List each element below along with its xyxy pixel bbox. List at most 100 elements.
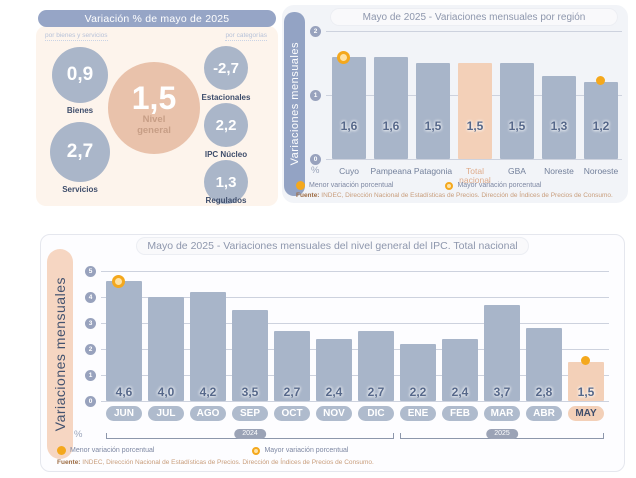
legend-mayor-label: Mayor variación porcentual (457, 182, 542, 189)
gridline (326, 31, 622, 32)
monthly-chart-plot: 5 4 3 2 1 0 4,6 4,0 4,2 3,5 2,7 2,4 2,7 2,2 2,4 3,7 2,8… (74, 266, 609, 443)
bar-value-label: 2,8 (535, 385, 553, 399)
x-label-wrap: MAY (565, 406, 607, 421)
gridline-row-0: 0 (310, 154, 622, 165)
bar-pampeana (374, 56, 408, 159)
bar-value-label: 3,7 (493, 385, 511, 399)
bar-slot-may: 1,5 (565, 271, 607, 401)
region-source-note: Fuente: INDEC, Dirección Nacional de Est… (296, 192, 613, 199)
gridline-row-2: 2 (85, 344, 609, 355)
x-label-wrap: OCT (271, 406, 313, 421)
y-tick-label: 3 (85, 318, 96, 329)
legend-item-menor: Menor variación porcentual (296, 181, 393, 190)
month-pill-nov: NOV (316, 406, 352, 421)
region-y-axis-bar: Variaciones mensuales (284, 12, 305, 196)
gridline-row-4: 4 (85, 292, 609, 303)
region-x-axis-unit: % (311, 165, 320, 176)
gridline (101, 323, 609, 324)
y-tick-label: 0 (310, 154, 321, 165)
month-pill-jul: JUL (148, 406, 184, 421)
menor-variacion-marker-icon (581, 356, 590, 365)
nivel-general-circle: 1,5 Nivel general (108, 62, 200, 154)
x-label-noroeste: Noroeste (583, 166, 619, 176)
region-legend: Menor variación porcentual Mayor variaci… (296, 181, 541, 190)
bar-value-label: 1,6 (382, 119, 400, 133)
monthly-chart-title: Mayo de 2025 - Variaciones mensuales del… (136, 237, 529, 255)
x-label-cuyo: Cuyo (339, 166, 359, 176)
bar-value-label: 4,0 (157, 385, 175, 399)
bar-gba (500, 63, 534, 159)
bienes-value: 0,9 (66, 64, 94, 85)
x-label-patagonia: Patagonia (413, 166, 453, 176)
month-pill-ene: ENE (400, 406, 436, 421)
bar-slot-jul: 4,0 (145, 271, 187, 401)
source-prefix: Fuente: (57, 459, 81, 466)
y-tick-label: 4 (85, 292, 96, 303)
legend-mayor-label: Mayor variación porcentual (264, 447, 349, 454)
bar-value-label: 1,5 (466, 119, 484, 133)
servicios-label: Servicios (62, 185, 98, 194)
x-label-wrap: DIC (355, 406, 397, 421)
x-label-wrap: ENE (397, 406, 439, 421)
mayor-variacion-dot-icon (445, 181, 454, 190)
x-label-wrap: MAR (481, 406, 523, 421)
regulados-value: 1,3 (215, 173, 237, 191)
gridline-row-2: 2 (310, 26, 622, 37)
bar-slot-abr: 2,8 (523, 271, 565, 401)
x-label-total-nacional: Total nacional (459, 166, 491, 186)
group-label-categorias: por categorías (225, 32, 267, 41)
bar-jun (106, 281, 142, 401)
ipc-nucleo-value: 2,2 (215, 116, 237, 134)
gridline-row-3: 3 (85, 318, 609, 329)
gridline (326, 159, 622, 160)
source-text: INDEC, Dirección Nacional de Estadística… (321, 192, 613, 199)
x-label-wrap: SEP (229, 406, 271, 421)
month-pill-may: MAY (568, 406, 604, 421)
ipc-nucleo-value-circle: 2,2 (204, 103, 248, 147)
month-pill-abr: ABR (526, 406, 562, 421)
month-pill-jun: JUN (106, 406, 142, 421)
bar-slot-patagonia: 1,5 (412, 31, 454, 159)
bar-value-label: 4,2 (199, 385, 217, 399)
x-label-wrap: JUN (103, 406, 145, 421)
bar-slot-sep: 3,5 (229, 271, 271, 401)
servicios-value-circle: 2,7 (50, 122, 110, 182)
bar-noroeste (584, 82, 618, 159)
gridline (101, 297, 609, 298)
bar-mar (484, 304, 520, 401)
gridline-row-1: 1 (85, 370, 609, 381)
bar-patagonia (416, 63, 450, 159)
monthly-chart-panel: Mayo de 2025 - Variaciones mensuales del… (40, 234, 625, 472)
bar-slot-feb: 2,4 (439, 271, 481, 401)
y-tick-label: 5 (85, 266, 96, 277)
bar-cuyo (332, 56, 366, 159)
bar-slot-ago: 4,2 (187, 271, 229, 401)
bar-value-label: 1,5 (577, 385, 595, 399)
bar-slot-total-nacional: 1,5 (454, 31, 496, 159)
source-text: INDEC, Dirección Nacional de Estadística… (82, 459, 374, 466)
bar-value-label: 2,4 (325, 385, 343, 399)
bar-noreste (542, 75, 576, 159)
x-label-noreste: Noreste (544, 166, 574, 176)
legend-item-mayor: Mayor variación porcentual (252, 446, 349, 455)
menor-variacion-marker-icon (596, 76, 605, 86)
monthly-x-axis-unit: % (74, 429, 83, 440)
gridline (101, 349, 609, 350)
bar-slot-dic: 2,7 (355, 271, 397, 401)
monthly-legend: Menor variación porcentual Mayor variaci… (57, 446, 348, 455)
month-pill-oct: OCT (274, 406, 310, 421)
month-pill-feb: FEB (442, 406, 478, 421)
bar-slot-cuyo: 1,6 (328, 31, 370, 159)
bar-value-label: 1,6 (340, 119, 358, 133)
monthly-y-axis-label: Variaciones mensuales (52, 276, 68, 432)
bar-value-label: 2,7 (367, 385, 385, 399)
bar-dic (358, 330, 394, 401)
bar-nov (316, 338, 352, 401)
region-chart-title: Mayo de 2025 - Variaciones mensuales por… (330, 8, 618, 26)
year-pill-2024: 2024 (234, 429, 266, 440)
legend-item-mayor: Mayor variación porcentual (445, 181, 542, 190)
mayor-variacion-marker-icon (337, 50, 350, 64)
bar-value-label: 4,6 (115, 385, 133, 399)
servicios-value: 2,7 (66, 141, 94, 162)
bar-value-label: 3,5 (241, 385, 259, 399)
